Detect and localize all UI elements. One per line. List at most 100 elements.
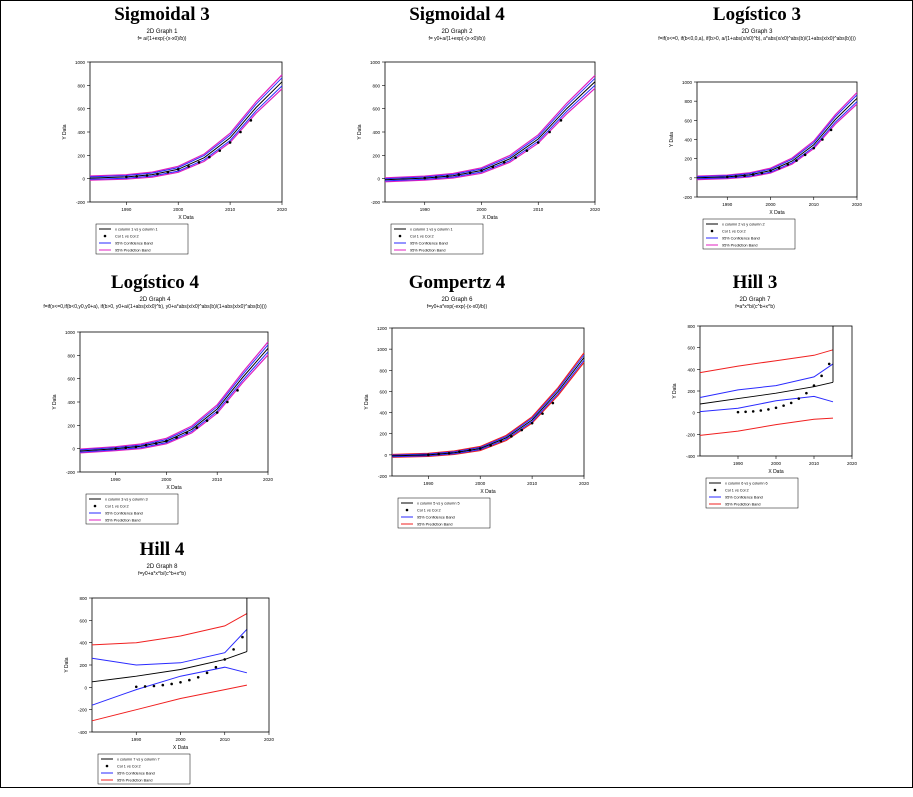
chart-svg: -400 -200 0 200 400 600 800 1990 2000 2010 2020 X D… [672, 324, 858, 509]
y-axis-label: Y Data [672, 383, 678, 398]
data-point [134, 685, 138, 689]
x-axis-label: X Data [166, 485, 182, 491]
y-tick-label: 600 [684, 118, 692, 123]
data-point [725, 175, 729, 179]
chart-formula: f= a/(1+exp(-(x-x0)/b)) [137, 36, 187, 42]
data-point [188, 678, 191, 682]
y-tick-label: 400 [687, 367, 695, 372]
prediction-band-lower [89, 88, 283, 181]
data-point [166, 170, 170, 174]
legend-marker [105, 764, 109, 768]
y-tick-label: 400 [372, 130, 380, 135]
y-tick-label: 600 [379, 389, 387, 394]
chart-svg: -200 0 200 400 600 800 1000 1990 2000 2010 2020 X D… [357, 60, 601, 255]
data-point [759, 409, 763, 412]
data-point [176, 168, 180, 171]
y-tick-label: 1000 [377, 347, 388, 352]
fit-line [384, 81, 596, 181]
x-tick-label: 2000 [475, 481, 486, 486]
data-point [223, 658, 227, 661]
y-tick-label: 0 [82, 177, 85, 182]
chart-svg: -200 0 200 400 600 800 1000 1990 2000 2010 2020 X D… [62, 60, 288, 255]
prediction-band-upper [79, 341, 269, 450]
y-tick-label: 200 [684, 157, 692, 162]
x-tick-label: 1990 [733, 461, 744, 466]
data-point [423, 176, 427, 180]
y-tick-label: 800 [77, 83, 85, 88]
legend-box [397, 497, 491, 529]
data-point [208, 155, 211, 159]
x-tick-label: 2010 [220, 737, 231, 742]
fit-line [89, 81, 283, 179]
data-point [812, 146, 816, 150]
legend-box [702, 218, 796, 250]
y-tick-label: 800 [79, 596, 87, 601]
data-point [236, 389, 239, 392]
chart-subtitle: 2D Graph 8 [146, 564, 178, 570]
plot-area [89, 61, 283, 203]
legend-box [390, 223, 484, 255]
legend-label: Col 1 vs Col 2 [105, 505, 129, 509]
chart-subtitle: 2D Graph 6 [441, 297, 473, 303]
data-point [478, 447, 482, 450]
confidence-band-lower [391, 359, 585, 458]
plot-area [91, 597, 270, 733]
data-point [134, 445, 138, 449]
data-point [734, 175, 738, 178]
chart-panel: Sigmoidal 4 2D Graph 2 f= y0+a/(1+exp(-(x-… [307, 0, 607, 262]
y-tick-label: 0 [692, 411, 695, 416]
chart-subtitle: 2D Graph 7 [739, 297, 771, 303]
chart-subtitle: 2D Graph 1 [146, 29, 178, 35]
data-point [125, 175, 128, 179]
fit-line [391, 357, 585, 457]
y-tick-label: -200 [76, 200, 86, 205]
x-tick-label: 2010 [225, 207, 236, 212]
y-tick-label: 1000 [75, 60, 86, 65]
y-axis-label: Y Data [669, 132, 675, 147]
y-tick-label: -200 [378, 474, 388, 479]
data-point [196, 675, 200, 679]
legend-label: 95% Confidence Band [115, 242, 153, 246]
data-point [143, 685, 147, 688]
data-point [434, 175, 438, 179]
data-point [751, 173, 755, 176]
x-tick-label: 2020 [847, 461, 858, 466]
y-tick-label: 600 [77, 107, 85, 112]
prediction-band-upper [696, 92, 858, 177]
data-point [205, 419, 209, 422]
y-tick-label: 400 [77, 130, 85, 135]
confidence-band-lower [91, 666, 248, 706]
legend-box [97, 753, 191, 785]
data-point [736, 410, 740, 414]
chart-title: Hill 4 [139, 539, 185, 560]
prediction-band-upper [699, 349, 834, 374]
data-point [499, 439, 503, 443]
data-point [154, 442, 158, 445]
legend-label: 95% Confidence Band [417, 516, 455, 520]
plot-area [699, 325, 853, 457]
data-point [161, 683, 165, 687]
legend-marker [713, 488, 717, 492]
y-tick-label: 800 [379, 368, 387, 373]
y-tick-label: -200 [686, 432, 696, 437]
data-point [249, 119, 253, 122]
data-point [743, 174, 746, 178]
y-tick-label: 800 [67, 353, 75, 358]
legend-marker [405, 508, 409, 512]
chart-formula: f=y0+a*x^b/(c^b+x^b) [138, 571, 186, 577]
chart-svg: -400 -200 0 200 400 600 800 1990 2000 2010 2020 X D… [64, 596, 275, 785]
chart-panel: Sigmoidal 3 2D Graph 1 f= a/(1+exp(-(x-x0)… [12, 0, 312, 262]
y-tick-label: 1000 [65, 330, 76, 335]
data-point [797, 397, 801, 400]
x-tick-label: 2020 [852, 202, 863, 207]
data-point [152, 684, 156, 688]
data-point [803, 153, 807, 157]
chart-subtitle: 2D Graph 4 [139, 297, 171, 303]
x-tick-label: 2000 [771, 461, 782, 466]
x-tick-label: 2000 [175, 737, 186, 742]
chart-formula: f=if(x<=0,if(b<0,y0,y0+a), if(b>0, y0+a/… [43, 304, 267, 310]
y-tick-label: 800 [372, 83, 380, 88]
data-point [185, 431, 189, 435]
confidence-band-upper [91, 628, 248, 666]
y-tick-label: 1200 [377, 326, 388, 331]
